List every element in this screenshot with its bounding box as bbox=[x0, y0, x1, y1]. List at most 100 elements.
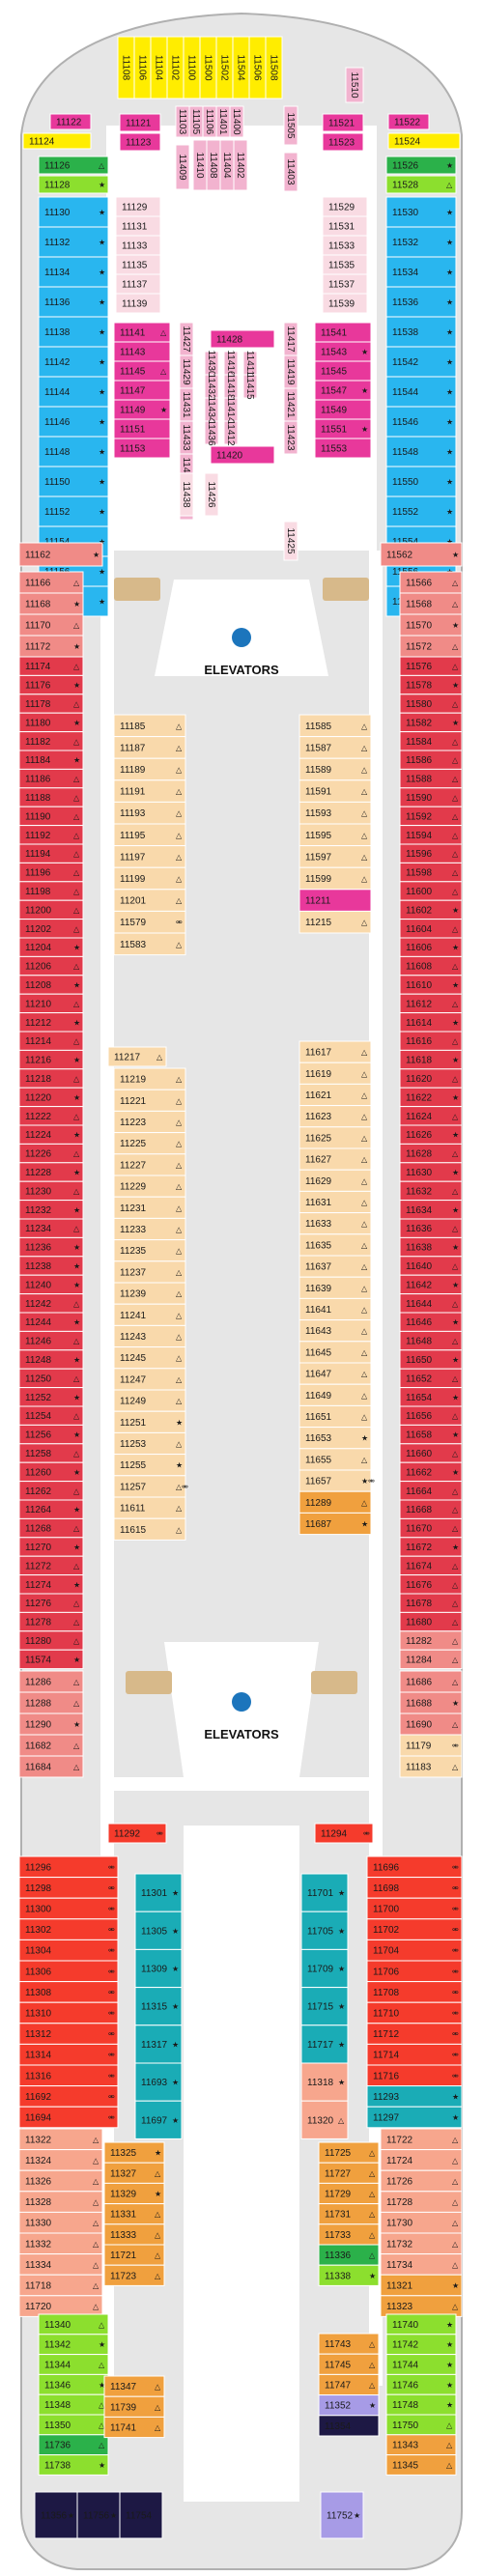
cabin-11655[interactable]: 11655 △ bbox=[298, 1448, 372, 1471]
cabin-11211[interactable]: 11211 bbox=[298, 889, 372, 912]
cabin-11602[interactable]: 11602 ★ bbox=[399, 899, 463, 920]
cabin-11748[interactable]: 11748 ★ bbox=[385, 2393, 457, 2416]
cabin-11642[interactable]: 11642 ★ bbox=[399, 1274, 463, 1295]
cabin-11670[interactable]: 11670 △ bbox=[399, 1517, 463, 1539]
cabin-11274[interactable]: 11274 ★ bbox=[18, 1574, 84, 1595]
cabin-11240[interactable]: 11240 ★ bbox=[18, 1274, 84, 1295]
cabin-11542[interactable]: 11542 ★ bbox=[385, 346, 457, 378]
cabin-11346[interactable]: 11346 ★ bbox=[38, 2373, 109, 2395]
cabin-11183[interactable]: 11183 △ bbox=[399, 1755, 463, 1778]
cabin-11647[interactable]: 11647 △ bbox=[298, 1362, 372, 1385]
cabin-11128[interactable]: 11128 ★ bbox=[38, 175, 109, 194]
cabin-11189[interactable]: 11189 △ bbox=[113, 757, 186, 781]
cabin-11539[interactable]: 11539 bbox=[322, 293, 368, 314]
cabin-11231[interactable]: 11231 △ bbox=[113, 1196, 186, 1219]
cabin-11523[interactable]: 11523 bbox=[322, 132, 364, 152]
cabin-11553[interactable]: 11553 bbox=[314, 438, 372, 459]
cabin-11270[interactable]: 11270 ★ bbox=[18, 1537, 84, 1557]
cabin-11292[interactable]: 11292 ⚮ bbox=[107, 1823, 167, 1844]
cabin-11131[interactable]: 11131 bbox=[115, 215, 161, 237]
cabin-11728[interactable]: 11728 △ bbox=[380, 2191, 463, 2213]
cabin-11104[interactable]: 11104 bbox=[150, 36, 168, 99]
cabin-11202[interactable]: 11202 △ bbox=[18, 919, 84, 939]
cabin-11334[interactable]: 11334 △ bbox=[18, 2253, 103, 2276]
cabin-11301[interactable]: 11301 ★ bbox=[134, 1873, 183, 1912]
cabin-11137[interactable]: 11137 bbox=[115, 273, 161, 295]
cabin-11592[interactable]: 11592 △ bbox=[399, 806, 463, 827]
cabin-11182[interactable]: 11182 △ bbox=[18, 731, 84, 751]
cabin-11300[interactable]: 11300 ⚮ bbox=[18, 1897, 119, 1920]
cabin-11729[interactable]: 11729 △ bbox=[318, 2182, 380, 2205]
cabin-11606[interactable]: 11606 ★ bbox=[399, 937, 463, 957]
cabin-11264[interactable]: 11264 ★ bbox=[18, 1499, 84, 1519]
cabin-11350[interactable]: 11350 △ bbox=[38, 2414, 109, 2436]
cabin-11633[interactable]: 11633 △ bbox=[298, 1212, 372, 1235]
cabin-11591[interactable]: 11591 △ bbox=[298, 779, 372, 803]
cabin-11222[interactable]: 11222 △ bbox=[18, 1106, 84, 1126]
cabin-11619[interactable]: 11619 △ bbox=[298, 1062, 372, 1085]
cabin-11657[interactable]: 11657 ★⚮ bbox=[298, 1469, 375, 1492]
cabin-11401[interactable]: 11401 bbox=[215, 105, 231, 138]
cabin-11143[interactable]: 11143 bbox=[113, 341, 171, 362]
cabin-11431[interactable]: 11431 bbox=[179, 387, 194, 422]
cabin-11315[interactable]: 11315 ★ bbox=[134, 1987, 183, 2026]
cabin-11328[interactable]: 11328 △ bbox=[18, 2191, 103, 2213]
cabin-11620[interactable]: 11620 △ bbox=[399, 1068, 463, 1089]
cabin-11543[interactable]: 11543 ★ bbox=[314, 341, 372, 362]
cabin-11720[interactable]: 11720 △ bbox=[18, 2295, 103, 2317]
cabin-11168[interactable]: 11168 ★ bbox=[18, 592, 84, 615]
cabin-11329[interactable]: 11329 ★ bbox=[103, 2182, 165, 2205]
cabin-11545[interactable]: 11545 bbox=[314, 360, 372, 382]
cabin-11356[interactable]: 11356 ★ bbox=[34, 2491, 78, 2539]
cabin-11342[interactable]: 11342 ★ bbox=[38, 2334, 109, 2356]
cabin-11236[interactable]: 11236 ★ bbox=[18, 1236, 84, 1258]
cabin-11250[interactable]: 11250 △ bbox=[18, 1368, 84, 1389]
cabin-11190[interactable]: 11190 △ bbox=[18, 806, 84, 827]
cabin-11621[interactable]: 11621 △ bbox=[298, 1083, 372, 1107]
cabin-11593[interactable]: 11593 △ bbox=[298, 801, 372, 825]
cabin-11546[interactable]: 11546 ★ bbox=[385, 406, 457, 438]
cabin-11192[interactable]: 11192 △ bbox=[18, 825, 84, 845]
cabin-11106[interactable]: 11106 bbox=[202, 105, 217, 138]
cabin-11194[interactable]: 11194 △ bbox=[18, 843, 84, 863]
cabin-11541[interactable]: 11541 bbox=[314, 322, 372, 343]
cabin-11547[interactable]: 11547 ★ bbox=[314, 380, 372, 401]
cabin-11725[interactable]: 11725 △ bbox=[318, 2141, 380, 2164]
cabin-11743[interactable]: 11743 △ bbox=[318, 2333, 380, 2355]
cabin-11256[interactable]: 11256 ★ bbox=[18, 1424, 84, 1445]
cabin-11746[interactable]: 11746 ★ bbox=[385, 2373, 457, 2395]
cabin-11421[interactable]: 11421 bbox=[283, 387, 298, 422]
cabin-11180[interactable]: 11180 ★ bbox=[18, 712, 84, 733]
cabin-11582[interactable]: 11582 ★ bbox=[399, 712, 463, 733]
cabin-11204[interactable]: 11204 ★ bbox=[18, 937, 84, 957]
cabin-11200[interactable]: 11200 △ bbox=[18, 899, 84, 920]
cabin-11623[interactable]: 11623 △ bbox=[298, 1105, 372, 1128]
cabin-11427[interactable]: 11427 bbox=[179, 322, 194, 356]
cabin-11122[interactable]: 11122 bbox=[49, 113, 92, 130]
cabin-11150[interactable]: 11150 ★ bbox=[38, 466, 109, 497]
cabin-11327[interactable]: 11327 △ bbox=[103, 2162, 165, 2184]
cabin-11638[interactable]: 11638 ★ bbox=[399, 1236, 463, 1258]
cabin-11212[interactable]: 11212 ★ bbox=[18, 1012, 84, 1033]
cabin-11227[interactable]: 11227 △ bbox=[113, 1153, 186, 1176]
cabin-11727[interactable]: 11727 △ bbox=[318, 2162, 380, 2184]
cabin-11288[interactable]: 11288 △ bbox=[18, 1691, 84, 1714]
cabin-11151[interactable]: 11151 bbox=[113, 418, 171, 439]
cabin-11678[interactable]: 11678 △ bbox=[399, 1593, 463, 1613]
cabin-11176[interactable]: 11176 ★ bbox=[18, 674, 84, 695]
cabin-11656[interactable]: 11656 △ bbox=[399, 1405, 463, 1426]
cabin-11217[interactable]: 11217 △ bbox=[107, 1046, 167, 1067]
cabin-11402[interactable]: 11402 bbox=[233, 139, 248, 191]
cabin-11594[interactable]: 11594 △ bbox=[399, 825, 463, 845]
cabin-11510[interactable]: 11510 bbox=[345, 67, 364, 103]
cabin-11403[interactable]: 11403 bbox=[283, 152, 298, 192]
cabin-11244[interactable]: 11244 ★ bbox=[18, 1312, 84, 1332]
cabin-11628[interactable]: 11628 △ bbox=[399, 1143, 463, 1164]
cabin-11580[interactable]: 11580 △ bbox=[399, 694, 463, 714]
cabin-11410[interactable]: 11410 bbox=[192, 139, 208, 191]
cabin-11521[interactable]: 11521 bbox=[322, 113, 364, 132]
cabin-11348[interactable]: 11348 △ bbox=[38, 2393, 109, 2416]
cabin-11715[interactable]: 11715 ★ bbox=[300, 1987, 349, 2026]
cabin-11308[interactable]: 11308 ⚮ bbox=[18, 1981, 119, 2003]
cabin-11712[interactable]: 11712 ⚮ bbox=[366, 2023, 463, 2045]
